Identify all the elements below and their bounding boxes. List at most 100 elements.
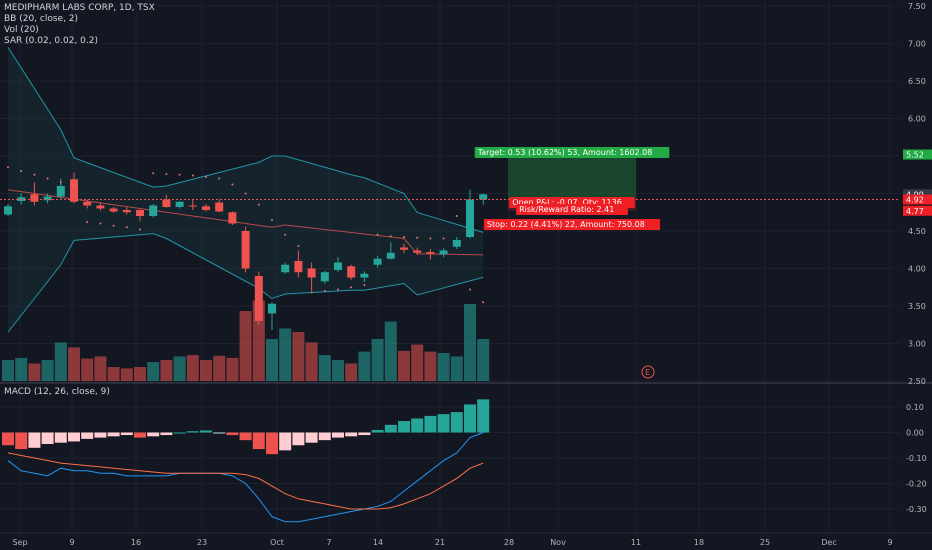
- candle-body: [241, 231, 250, 269]
- sar-dot: [33, 173, 36, 176]
- candle-body: [281, 264, 290, 273]
- macd-histogram-bar: [384, 424, 397, 433]
- candle-body: [479, 194, 488, 200]
- volume-bar: [160, 360, 173, 381]
- legend-sar[interactable]: SAR (0.02, 0.02, 0.2): [4, 36, 99, 46]
- candle-body: [149, 205, 158, 216]
- sar-dot: [244, 192, 247, 195]
- macd-histogram-bar: [279, 432, 292, 451]
- volume-bar: [107, 367, 120, 381]
- candle-body: [452, 240, 461, 247]
- earnings-marker: [641, 365, 655, 379]
- volume-bar: [68, 347, 80, 381]
- stop-label-group: Stop: 0.22 (4.41%) 22, Amount: 750.08: [483, 219, 661, 230]
- volume-bar: [384, 321, 397, 381]
- legend-bb[interactable]: BB (20, close, 2): [4, 14, 79, 24]
- x-axis-label: Oct: [270, 538, 284, 547]
- current-price-tag-bg: [903, 189, 932, 200]
- volume-bar: [2, 360, 14, 381]
- candle-body: [294, 261, 303, 273]
- candle-body: [188, 205, 197, 207]
- candle-body: [96, 205, 105, 209]
- x-axis-label: Sep: [12, 538, 27, 547]
- volume-bar: [239, 311, 252, 381]
- macd-pane: [2, 399, 490, 523]
- long-position-tool[interactable]: Target: 0.53 (10.62%) 53, Amount: 1602.0…: [0, 147, 900, 379]
- sar-dot: [257, 203, 260, 206]
- macd-histogram-bar: [292, 432, 305, 446]
- macd-histogram-bar: [345, 432, 358, 437]
- macd-histogram-bar: [28, 432, 41, 448]
- x-axis-label: 28: [504, 538, 514, 547]
- macd-histogram-bar: [332, 432, 344, 438]
- volume-bar: [173, 356, 186, 381]
- sar-dot: [323, 290, 326, 292]
- volume-bar: [134, 367, 146, 381]
- legend-main[interactable]: MEDIPHARM LABS CORP, 1D, TSX: [4, 3, 155, 13]
- candle-body: [83, 201, 92, 206]
- volume-bar: [15, 357, 28, 381]
- volume-bar: [398, 350, 410, 381]
- bollinger-band-fill: [8, 47, 484, 333]
- signal-line: [7, 452, 484, 510]
- price-candles: [4, 172, 488, 330]
- macd-histogram-bar: [437, 414, 450, 433]
- sar-dot: [469, 288, 471, 291]
- earnings-marker-label: E: [645, 368, 650, 377]
- candle-body: [439, 250, 448, 255]
- candle-body: [228, 212, 237, 224]
- sar-dot: [218, 177, 221, 180]
- sar-dot: [284, 233, 287, 236]
- candle-body: [175, 201, 184, 207]
- sar-dot: [337, 288, 339, 291]
- target-label-group: Target: 0.53 (10.62%) 53, Amount: 1602.0…: [474, 147, 670, 158]
- candle-body: [136, 210, 144, 216]
- sar-dot: [165, 173, 168, 175]
- stop-label-bg: [483, 219, 661, 230]
- stop-label: Stop: 0.22 (4.41%) 22, Amount: 750.08: [487, 220, 645, 229]
- macd-histogram-bar: [200, 430, 212, 433]
- volume-bar: [94, 356, 107, 381]
- macd-histogram-bar: [15, 432, 28, 450]
- sar-dot: [389, 235, 392, 238]
- macd-histogram-bar: [464, 404, 476, 433]
- sar-dot: [416, 236, 419, 239]
- volume-bar: [450, 356, 463, 381]
- price-axis-label: 4.00: [908, 265, 926, 274]
- volume-bar: [213, 355, 226, 381]
- candle-body: [122, 210, 131, 213]
- sar-dot: [139, 228, 141, 231]
- macd-histogram-bar: [134, 432, 146, 438]
- target-label: Target: 0.53 (10.62%) 53, Amount: 1602.0…: [477, 148, 653, 157]
- x-axis-label: 14: [373, 538, 383, 547]
- risk-reward-label: Risk/Reward Ratio: 2.41: [519, 205, 614, 214]
- entry-price-tag-bg: [903, 194, 932, 205]
- volume-bar: [464, 304, 476, 381]
- parabolic-sar-dots: [7, 166, 485, 304]
- x-axis-label: 16: [131, 538, 141, 547]
- sar-dot: [191, 174, 194, 177]
- macd-histogram-bar: [94, 432, 107, 438]
- legend-macd[interactable]: MACD (12, 26, close, 9): [4, 387, 110, 397]
- price-axis-label: 6.50: [908, 77, 926, 86]
- macd-histogram-bar: [107, 432, 120, 437]
- volume-bar: [332, 360, 344, 381]
- candle-body: [426, 252, 435, 254]
- volume-bar: [318, 355, 331, 381]
- macd-axis-label: -0.30: [906, 505, 927, 514]
- x-axis-label: Dec: [821, 538, 836, 547]
- sar-dot: [271, 218, 273, 221]
- sar-dot: [99, 222, 102, 225]
- x-axis-label: 18: [694, 538, 704, 547]
- macd-histogram-bar: [411, 418, 424, 433]
- macd-histogram-bar: [266, 432, 278, 455]
- sar-dot: [178, 173, 181, 176]
- volume-bar: [266, 339, 278, 381]
- sar-dot: [350, 286, 353, 289]
- price-axis-label: 4.50: [908, 227, 926, 236]
- x-axis-label: 23: [197, 538, 207, 547]
- x-axis-label: 21: [435, 538, 445, 547]
- legend-vol[interactable]: Vol (20): [4, 25, 39, 35]
